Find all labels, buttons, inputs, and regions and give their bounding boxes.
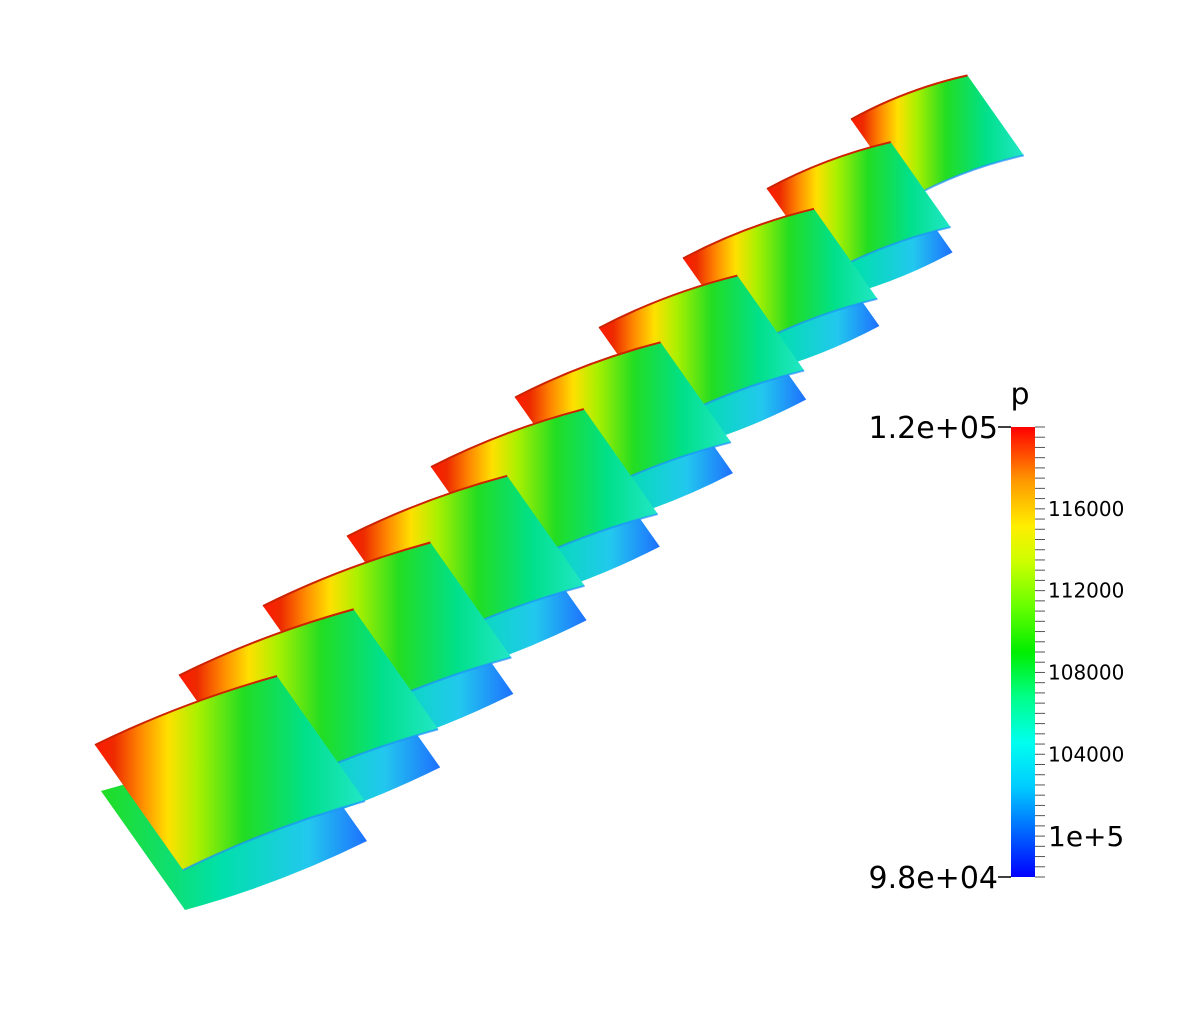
colorbar-tick-marks (1035, 426, 1045, 878)
colorbar-tick-label: 116000 (1048, 497, 1124, 521)
legend-min-label: 9.8e+04 (869, 861, 998, 896)
blade-leading-edge (94, 675, 278, 746)
colorbar (1011, 427, 1035, 877)
color-legend: p 1.2e+05 9.8e+04 116000 112000 108000 1040… (869, 377, 1125, 896)
blade-leading-edge (514, 341, 661, 399)
legend-max-label: 1.2e+05 (869, 411, 998, 446)
colorbar-tick-label: 108000 (1048, 660, 1124, 684)
blade-leading-edge (682, 207, 815, 260)
colorbar-tick-label: 104000 (1048, 742, 1124, 766)
blade-leading-edge (262, 541, 431, 607)
blade-leading-edge (430, 408, 585, 468)
colorbar-tick-label: 1e+5 (1048, 820, 1124, 853)
legend-variable-label: p (1010, 377, 1029, 412)
blade-leading-edge (346, 474, 508, 538)
colorbar-tick-label: 112000 (1048, 579, 1124, 603)
blade-trailing-edge (182, 800, 366, 871)
blade-leading-edge (850, 74, 968, 121)
blade-leading-edge (178, 608, 354, 677)
blade-leading-edge (598, 274, 738, 329)
blade-leading-edge (766, 141, 891, 190)
colorbar-tick-labels: 116000 112000 108000 104000 1e+5 (1048, 497, 1124, 853)
blade-cascade (94, 74, 1025, 910)
